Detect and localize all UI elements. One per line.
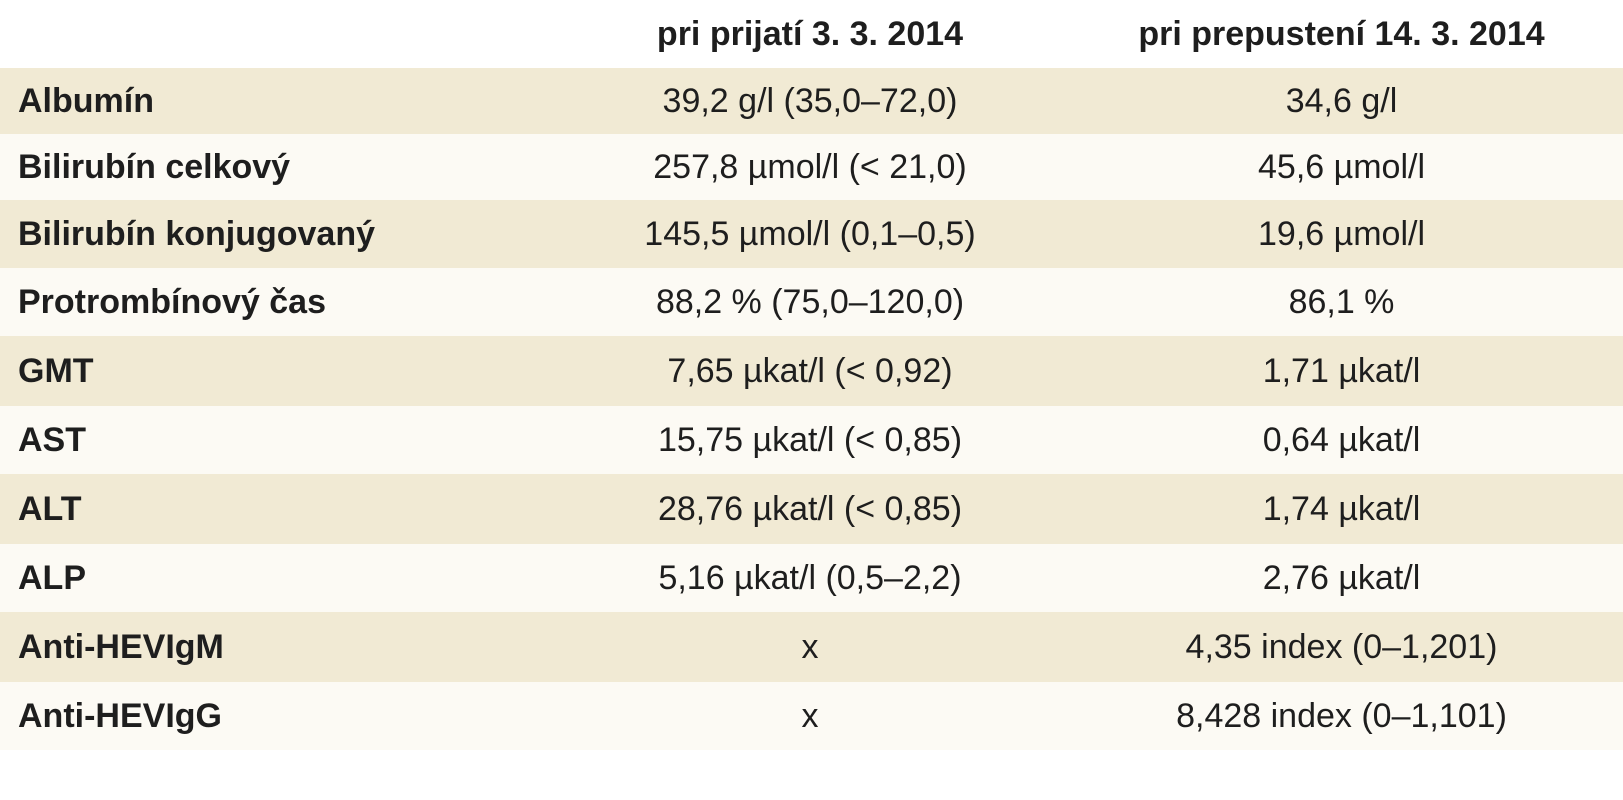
discharge-value: 1,74 µkat/l [1262,489,1421,528]
discharge-value: 2,76 µkat/l [1262,558,1421,597]
discharge-value: 45,6 µmol/l [1258,147,1425,186]
row-label: Anti-HEVIgM [18,627,224,666]
discharge-value: 86,1 % [1288,282,1395,321]
table-row: Anti-HEVIgM x 4,35 index (0–1,201) [0,612,1623,682]
table-row: Bilirubín celkový 257,8 µmol/l (< 21,0) … [0,134,1623,200]
header-admission-column: pri prijatí 3. 3. 2014 [656,14,964,53]
discharge-value: 4,35 index (0–1,201) [1185,627,1498,666]
row-label: ALP [18,558,86,597]
row-label: GMT [18,351,94,390]
discharge-value: 0,64 µkat/l [1262,420,1421,459]
row-label: Protrombínový čas [18,282,326,321]
row-label: Anti-HEVIgG [18,696,222,735]
admission-value: 28,76 µkat/l (< 0,85) [657,489,963,528]
admission-value: 257,8 µmol/l (< 21,0) [653,147,967,186]
table-row: GMT 7,65 µkat/l (< 0,92) 1,71 µkat/l [0,336,1623,406]
discharge-value: 1,71 µkat/l [1262,351,1421,390]
admission-value: x [801,696,819,735]
discharge-value: 19,6 µmol/l [1258,214,1425,253]
admission-value: x [801,627,819,666]
admission-value: 15,75 µkat/l (< 0,85) [657,420,963,459]
table-row: ALP 5,16 µkat/l (0,5–2,2) 2,76 µkat/l [0,544,1623,612]
header-discharge-column: pri prepustení 14. 3. 2014 [1138,14,1545,53]
table-row: Albumín 39,2 g/l (35,0–72,0) 34,6 g/l [0,68,1623,134]
table-row: ALT 28,76 µkat/l (< 0,85) 1,74 µkat/l [0,474,1623,544]
row-label: Albumín [18,81,154,120]
admission-value: 88,2 % (75,0–120,0) [655,282,965,321]
table-row: AST 15,75 µkat/l (< 0,85) 0,64 µkat/l [0,406,1623,474]
row-label: AST [18,420,86,459]
row-label: Bilirubín konjugovaný [18,214,376,253]
table-row: Bilirubín konjugovaný 145,5 µmol/l (0,1–… [0,200,1623,268]
table-row: Anti-HEVIgG x 8,428 index (0–1,101) [0,682,1623,750]
discharge-value: 34,6 g/l [1285,81,1398,120]
table-header-row: pri prijatí 3. 3. 2014 pri prepustení 14… [0,0,1623,68]
row-label: Bilirubín celkový [18,147,291,186]
admission-value: 145,5 µmol/l (0,1–0,5) [644,214,976,253]
table-row: Protrombínový čas 88,2 % (75,0–120,0) 86… [0,268,1623,336]
discharge-value: 8,428 index (0–1,101) [1176,696,1507,735]
admission-value: 39,2 g/l (35,0–72,0) [662,81,958,120]
admission-value: 5,16 µkat/l (0,5–2,2) [658,558,962,597]
row-label: ALT [18,489,82,528]
admission-value: 7,65 µkat/l (< 0,92) [667,351,953,390]
